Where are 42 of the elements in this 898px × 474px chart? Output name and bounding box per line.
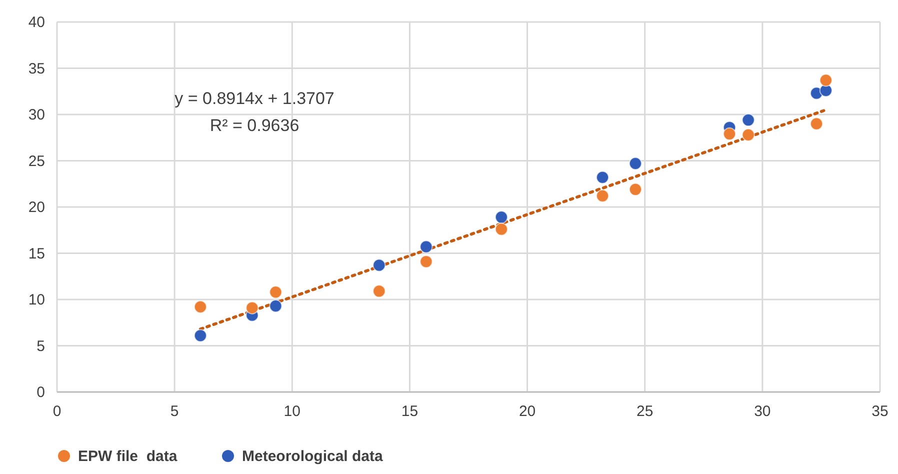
point — [628, 157, 642, 170]
annotation: y = 0.8914x + 1.3707 — [174, 89, 334, 108]
point — [372, 258, 386, 272]
x-tick-label: 10 — [284, 403, 300, 420]
point — [269, 299, 282, 312]
point — [810, 117, 824, 130]
point — [420, 240, 433, 254]
x-tick-label: 5 — [170, 403, 179, 420]
legend-label: Meteorological data — [242, 448, 384, 465]
point — [194, 329, 207, 342]
point — [420, 255, 433, 268]
y-tick-label: 35 — [28, 60, 45, 78]
legend-label: EPW file data — [78, 448, 178, 465]
x-tick-label: 35 — [872, 403, 888, 420]
point — [628, 182, 642, 196]
x-tick-label: 15 — [401, 403, 418, 420]
y-tick-label: 40 — [28, 14, 45, 31]
annotation: R² = 0.9636 — [210, 116, 300, 135]
point — [819, 74, 832, 87]
point — [269, 286, 282, 299]
x-tick-label: 25 — [636, 403, 654, 420]
point — [596, 189, 610, 202]
point — [194, 300, 207, 314]
y-tick-label: 10 — [28, 292, 45, 308]
point — [742, 114, 755, 127]
point — [246, 301, 259, 314]
x-tick-label: 30 — [754, 403, 771, 420]
y-tick-label: 0 — [36, 384, 45, 401]
y-tick-label: 5 — [36, 338, 45, 355]
y-tick-label: 30 — [28, 106, 45, 124]
point — [723, 127, 736, 140]
point — [742, 128, 755, 142]
y-tick-label: 20 — [28, 199, 45, 216]
point — [596, 170, 610, 184]
point — [372, 284, 386, 298]
y-tick-label: 15 — [28, 245, 45, 262]
point — [494, 222, 508, 236]
point — [819, 84, 832, 97]
x-tick-label: 20 — [518, 403, 536, 420]
x-tick-label: 0 — [52, 403, 62, 420]
y-tick-label: 25 — [28, 152, 45, 170]
point — [494, 210, 508, 224]
